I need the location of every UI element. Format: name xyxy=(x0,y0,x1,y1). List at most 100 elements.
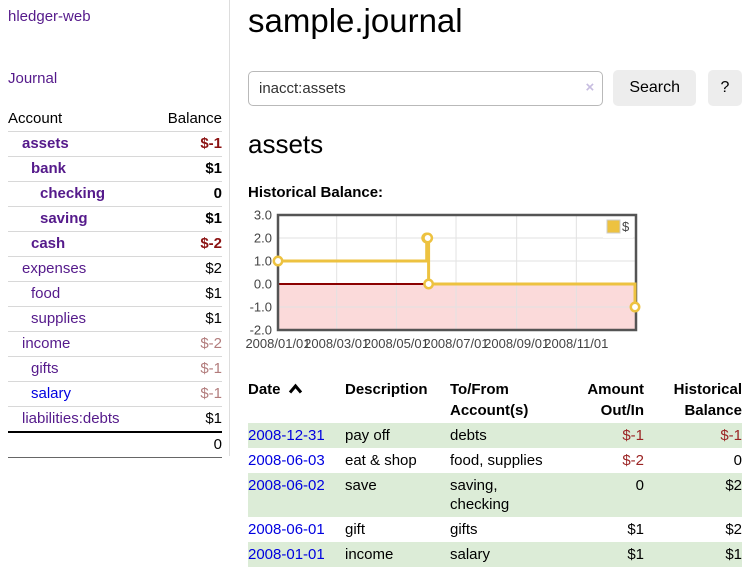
column-label: Historical Balance xyxy=(673,381,742,419)
transaction-accounts: saving, checking xyxy=(450,477,510,513)
transaction-date-cell: 2008-01-01 xyxy=(248,542,345,567)
data-point-marker xyxy=(423,278,435,290)
accounts-total-spacer xyxy=(8,431,152,458)
transaction-amount: $-1 xyxy=(622,427,644,444)
transaction-balance: $2 xyxy=(725,521,742,538)
account-balance: $1 xyxy=(152,406,222,432)
account-balance: $1 xyxy=(152,206,222,232)
sidebar-account-liabilities-debts[interactable]: liabilities:debts xyxy=(22,410,120,427)
clear-search-icon[interactable]: × xyxy=(585,78,595,96)
register-header-row: Date Description To/From Account(s) Amount … xyxy=(248,377,742,423)
accounts-total-value: 0 xyxy=(152,431,222,458)
x-axis-tick-label: 2008/03/01 xyxy=(304,336,369,351)
data-point-marker xyxy=(629,301,641,313)
transaction-description: gift xyxy=(345,521,366,538)
account-cell: salary xyxy=(8,381,152,407)
search-button[interactable]: Search xyxy=(613,70,697,106)
transaction-date-link[interactable]: 2008-06-01 xyxy=(248,521,325,538)
account-row: saving $1 xyxy=(8,206,222,232)
page-title: sample.journal xyxy=(248,2,463,39)
transaction-date-cell: 2008-06-03 xyxy=(248,448,345,473)
help-button[interactable]: ? xyxy=(708,70,742,106)
transaction-row: 2008-01-01 income salary $1 $1 xyxy=(248,542,742,567)
transaction-row: 2008-06-01 gift gifts $1 $2 xyxy=(248,517,742,542)
account-row: expenses $2 xyxy=(8,256,222,282)
transaction-date-cell: 2008-06-01 xyxy=(248,517,345,542)
transaction-balance: $2 xyxy=(725,477,742,494)
sidebar-account-salary[interactable]: salary xyxy=(31,385,72,402)
account-row: liabilities:debts $1 xyxy=(8,406,222,432)
account-balance: $-1 xyxy=(200,135,222,152)
account-balance: $1 xyxy=(152,306,222,332)
account-balance: $-2 xyxy=(152,231,222,257)
app-brand-link[interactable]: hledger-web xyxy=(8,8,91,25)
column-header-date[interactable]: Date xyxy=(248,377,345,423)
data-point-marker xyxy=(422,232,434,244)
transaction-description: pay off xyxy=(345,427,390,444)
transaction-amount: $1 xyxy=(627,546,644,563)
transaction-amount: $1 xyxy=(627,521,644,538)
column-label: Description xyxy=(345,381,428,398)
transaction-accounts: food, supplies xyxy=(450,452,543,469)
sidebar-account-checking[interactable]: checking xyxy=(40,185,106,202)
sidebar-account-supplies[interactable]: supplies xyxy=(31,310,87,327)
chart-title: Historical Balance: xyxy=(248,184,384,201)
account-cell: bank xyxy=(8,156,152,182)
sidebar-account-income[interactable]: income xyxy=(22,335,71,352)
sidebar-account-assets[interactable]: assets xyxy=(22,135,69,152)
transaction-date-cell: 2008-12-31 xyxy=(248,423,345,448)
data-point-marker xyxy=(272,255,284,267)
transaction-row: 2008-06-03 eat & shop food, supplies $-2 0 xyxy=(248,448,742,473)
sidebar-accounts-body: assets $-1 bank $1 checking 0 saving $1 cash $-2 e… xyxy=(8,132,222,432)
historical-balance-chart: $3.0 2.0 1.0 0.0 -1.0 -2.0 2008/01/01 2008/03/0… xyxy=(241,208,742,360)
y-axis-tick-label: 1.0 xyxy=(254,254,272,269)
sidebar-account-gifts[interactable]: gifts xyxy=(31,360,59,377)
y-axis-tick-label: 0.0 xyxy=(254,277,272,292)
x-axis-tick-label: 2008/11/01 xyxy=(544,336,608,351)
account-cell: checking xyxy=(8,181,152,207)
account-row: checking 0 xyxy=(8,181,222,207)
account-cell: food xyxy=(8,281,152,307)
account-cell: liabilities:debts xyxy=(8,406,152,432)
y-axis-tick-label: -1.0 xyxy=(250,300,272,315)
transaction-date-link[interactable]: 2008-12-31 xyxy=(248,427,325,444)
account-cell: supplies xyxy=(8,306,152,332)
accounts-table: Account Balance assets $-1 bank $1 checking 0… xyxy=(8,107,222,458)
chart-canvas: $3.0 2.0 1.0 0.0 -1.0 -2.02008/01/012008/03/0… xyxy=(245,208,641,351)
transaction-description: eat & shop xyxy=(345,452,417,469)
x-axis-tick-label: 2008/07/01 xyxy=(423,336,488,351)
column-header-amount-out-in: Amount Out/In xyxy=(572,377,644,423)
plot-border xyxy=(276,213,638,332)
sidebar-account-expenses[interactable]: expenses xyxy=(22,260,87,277)
transaction-date-link[interactable]: 2008-06-03 xyxy=(248,452,325,469)
search-box: × xyxy=(248,70,604,106)
account-row: salary $-1 xyxy=(8,381,222,407)
column-label: Amount Out/In xyxy=(587,381,644,419)
legend-label: $ xyxy=(622,219,630,234)
search-input[interactable] xyxy=(248,70,604,106)
account-row: bank $1 xyxy=(8,156,222,182)
accounts-total-row: 0 xyxy=(8,431,222,458)
sidebar-account-cash[interactable]: cash xyxy=(31,235,66,252)
account-balance: $1 xyxy=(152,281,222,307)
x-axis-tick-label: 2008/05/01 xyxy=(364,336,429,351)
nav-journal-link[interactable]: Journal xyxy=(8,70,58,87)
sidebar-account-bank[interactable]: bank xyxy=(31,160,67,177)
sidebar-account-saving[interactable]: saving xyxy=(40,210,88,227)
sidebar-account-food[interactable]: food xyxy=(31,285,61,302)
y-axis-tick-label: 3.0 xyxy=(254,210,272,223)
x-axis-tick-label: 2008/09/01 xyxy=(484,336,549,351)
register-body: 2008-12-31 pay off debts $-1 $-1 2008-06-03 ea… xyxy=(248,423,742,567)
transaction-date-link[interactable]: 2008-01-01 xyxy=(248,546,325,563)
account-balance: 0 xyxy=(152,181,222,207)
transaction-balance: $-1 xyxy=(720,427,742,444)
account-cell: gifts xyxy=(8,356,152,382)
x-axis-tick-label: 2008/01/01 xyxy=(245,336,310,351)
y-axis-tick-label: 2.0 xyxy=(254,231,272,246)
account-balance: $2 xyxy=(152,256,222,282)
account-heading: assets xyxy=(248,129,324,159)
account-cell: cash xyxy=(8,231,152,257)
account-row: food $1 xyxy=(8,281,222,307)
transaction-date-link[interactable]: 2008-06-02 xyxy=(248,477,325,494)
account-balance: $-2 xyxy=(152,331,222,357)
